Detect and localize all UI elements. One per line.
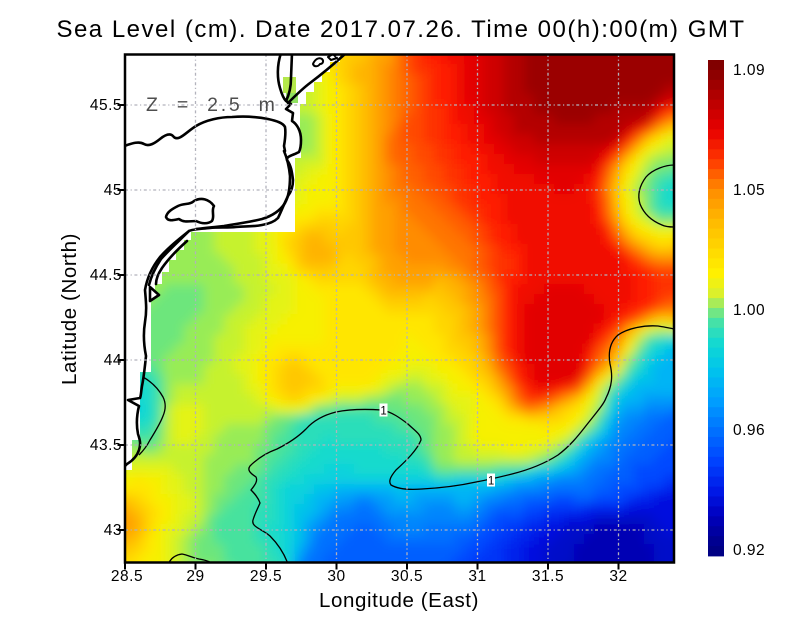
svg-text:45: 45 — [104, 182, 122, 199]
svg-text:44: 44 — [104, 352, 122, 369]
svg-text:30.5: 30.5 — [391, 568, 423, 585]
svg-text:45.5: 45.5 — [90, 97, 122, 114]
svg-text:43: 43 — [104, 522, 122, 539]
svg-text:1.05: 1.05 — [733, 182, 765, 199]
svg-text:1.09: 1.09 — [733, 62, 765, 79]
svg-text:44.5: 44.5 — [90, 267, 122, 284]
svg-text:0.96: 0.96 — [733, 422, 765, 439]
svg-text:32: 32 — [609, 568, 627, 585]
svg-text:29.5: 29.5 — [250, 568, 282, 585]
svg-text:Z = 2.5 m: Z = 2.5 m — [146, 94, 278, 116]
svg-text:1.00: 1.00 — [733, 302, 765, 319]
svg-text:Latitude (North): Latitude (North) — [58, 233, 81, 385]
svg-text:31: 31 — [468, 568, 486, 585]
svg-text:43.5: 43.5 — [90, 437, 122, 454]
svg-text:29: 29 — [186, 568, 204, 585]
svg-text:Longitude (East): Longitude (East) — [319, 589, 479, 612]
svg-text:30: 30 — [327, 568, 345, 585]
svg-text:1: 1 — [380, 405, 386, 417]
svg-text:0.92: 0.92 — [733, 542, 765, 559]
svg-text:31.5: 31.5 — [532, 568, 564, 585]
svg-text:Sea Level (cm). Date 2017.07.2: Sea Level (cm). Date 2017.07.26. Time 00… — [56, 16, 745, 43]
svg-text:1: 1 — [488, 475, 494, 487]
svg-text:28.5: 28.5 — [111, 568, 143, 585]
